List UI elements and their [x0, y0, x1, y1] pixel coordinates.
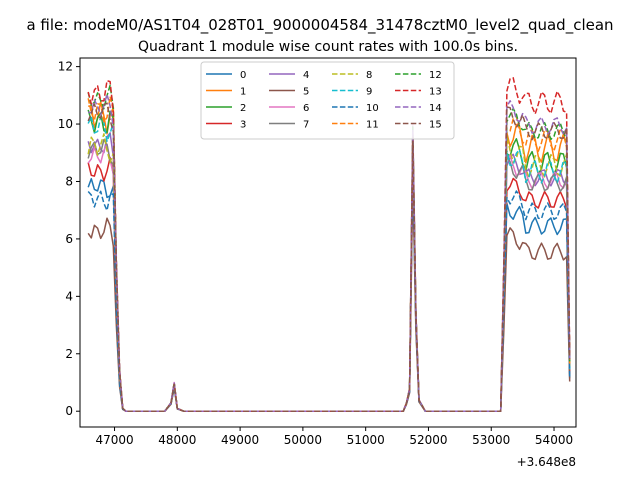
series-line-0: [87, 143, 571, 412]
legend-label: 8: [366, 70, 372, 81]
legend-label: 4: [303, 70, 309, 81]
x-tick-label: 54000: [535, 433, 573, 447]
x-tick-label: 51000: [347, 433, 385, 447]
legend-label: 12: [429, 70, 442, 81]
legend-label: 2: [240, 103, 246, 114]
y-tick-label: 8: [65, 174, 73, 188]
series-layer: [87, 77, 571, 412]
legend-box: [200, 61, 455, 140]
series-line-7: [87, 138, 571, 412]
legend-label: 1: [240, 87, 246, 98]
series-line-5: [87, 180, 571, 412]
legend-label: 5: [303, 87, 309, 98]
x-tick-label: 50000: [284, 433, 322, 447]
x-tick-label: 49000: [221, 433, 259, 447]
legend-label: 14: [429, 103, 442, 114]
legend-label: 11: [366, 120, 379, 131]
y-tick-label: 0: [65, 404, 73, 418]
legend-label: 9: [366, 87, 372, 98]
series-line-15: [87, 102, 571, 412]
series-line-9: [87, 115, 571, 412]
series-line-8: [87, 133, 571, 412]
series-line-4: [87, 132, 571, 412]
legend-label: 15: [429, 120, 442, 131]
legend-label: 0: [240, 70, 246, 81]
x-axis: 47000 48000 49000 50000 51000 52000 53000 54000: [95, 427, 573, 447]
series-line-1: [88, 101, 571, 412]
x-tick-label: 47000: [95, 433, 133, 447]
x-tick-label: 53000: [472, 433, 510, 447]
suptitle: a file: modeM0/AS1T04_028T01_9000004584_…: [26, 16, 613, 35]
legend-label: 3: [240, 120, 246, 131]
x-tick-label: 52000: [409, 433, 447, 447]
plot-area: 47000 48000 49000 50000 51000 52000 53000 54000…: [58, 57, 577, 469]
series-line-14: [88, 93, 571, 412]
series-line-10: [87, 166, 571, 412]
series-line-11: [87, 95, 571, 412]
series-line-2: [87, 109, 571, 412]
y-tick-label: 4: [65, 289, 73, 303]
y-tick-label: 6: [65, 232, 73, 246]
series-line-6: [87, 123, 571, 412]
y-tick-label: 10: [58, 117, 73, 131]
y-tick-label: 2: [65, 347, 73, 361]
y-axis: 0 2 4 6 8 10 12: [58, 60, 80, 418]
legend-label: 13: [429, 87, 442, 98]
axes-frame: [79, 57, 577, 428]
chart-title: Quadrant 1 module wise count rates with …: [138, 39, 518, 55]
series-line-3: [87, 156, 571, 412]
legend-label: 7: [303, 120, 309, 131]
legend-label: 6: [303, 103, 309, 114]
legend-label: 10: [366, 103, 379, 114]
x-tick-label: 48000: [158, 433, 196, 447]
y-tick-label: 12: [58, 60, 73, 74]
x-offset-label: +3.648e8: [517, 455, 576, 469]
